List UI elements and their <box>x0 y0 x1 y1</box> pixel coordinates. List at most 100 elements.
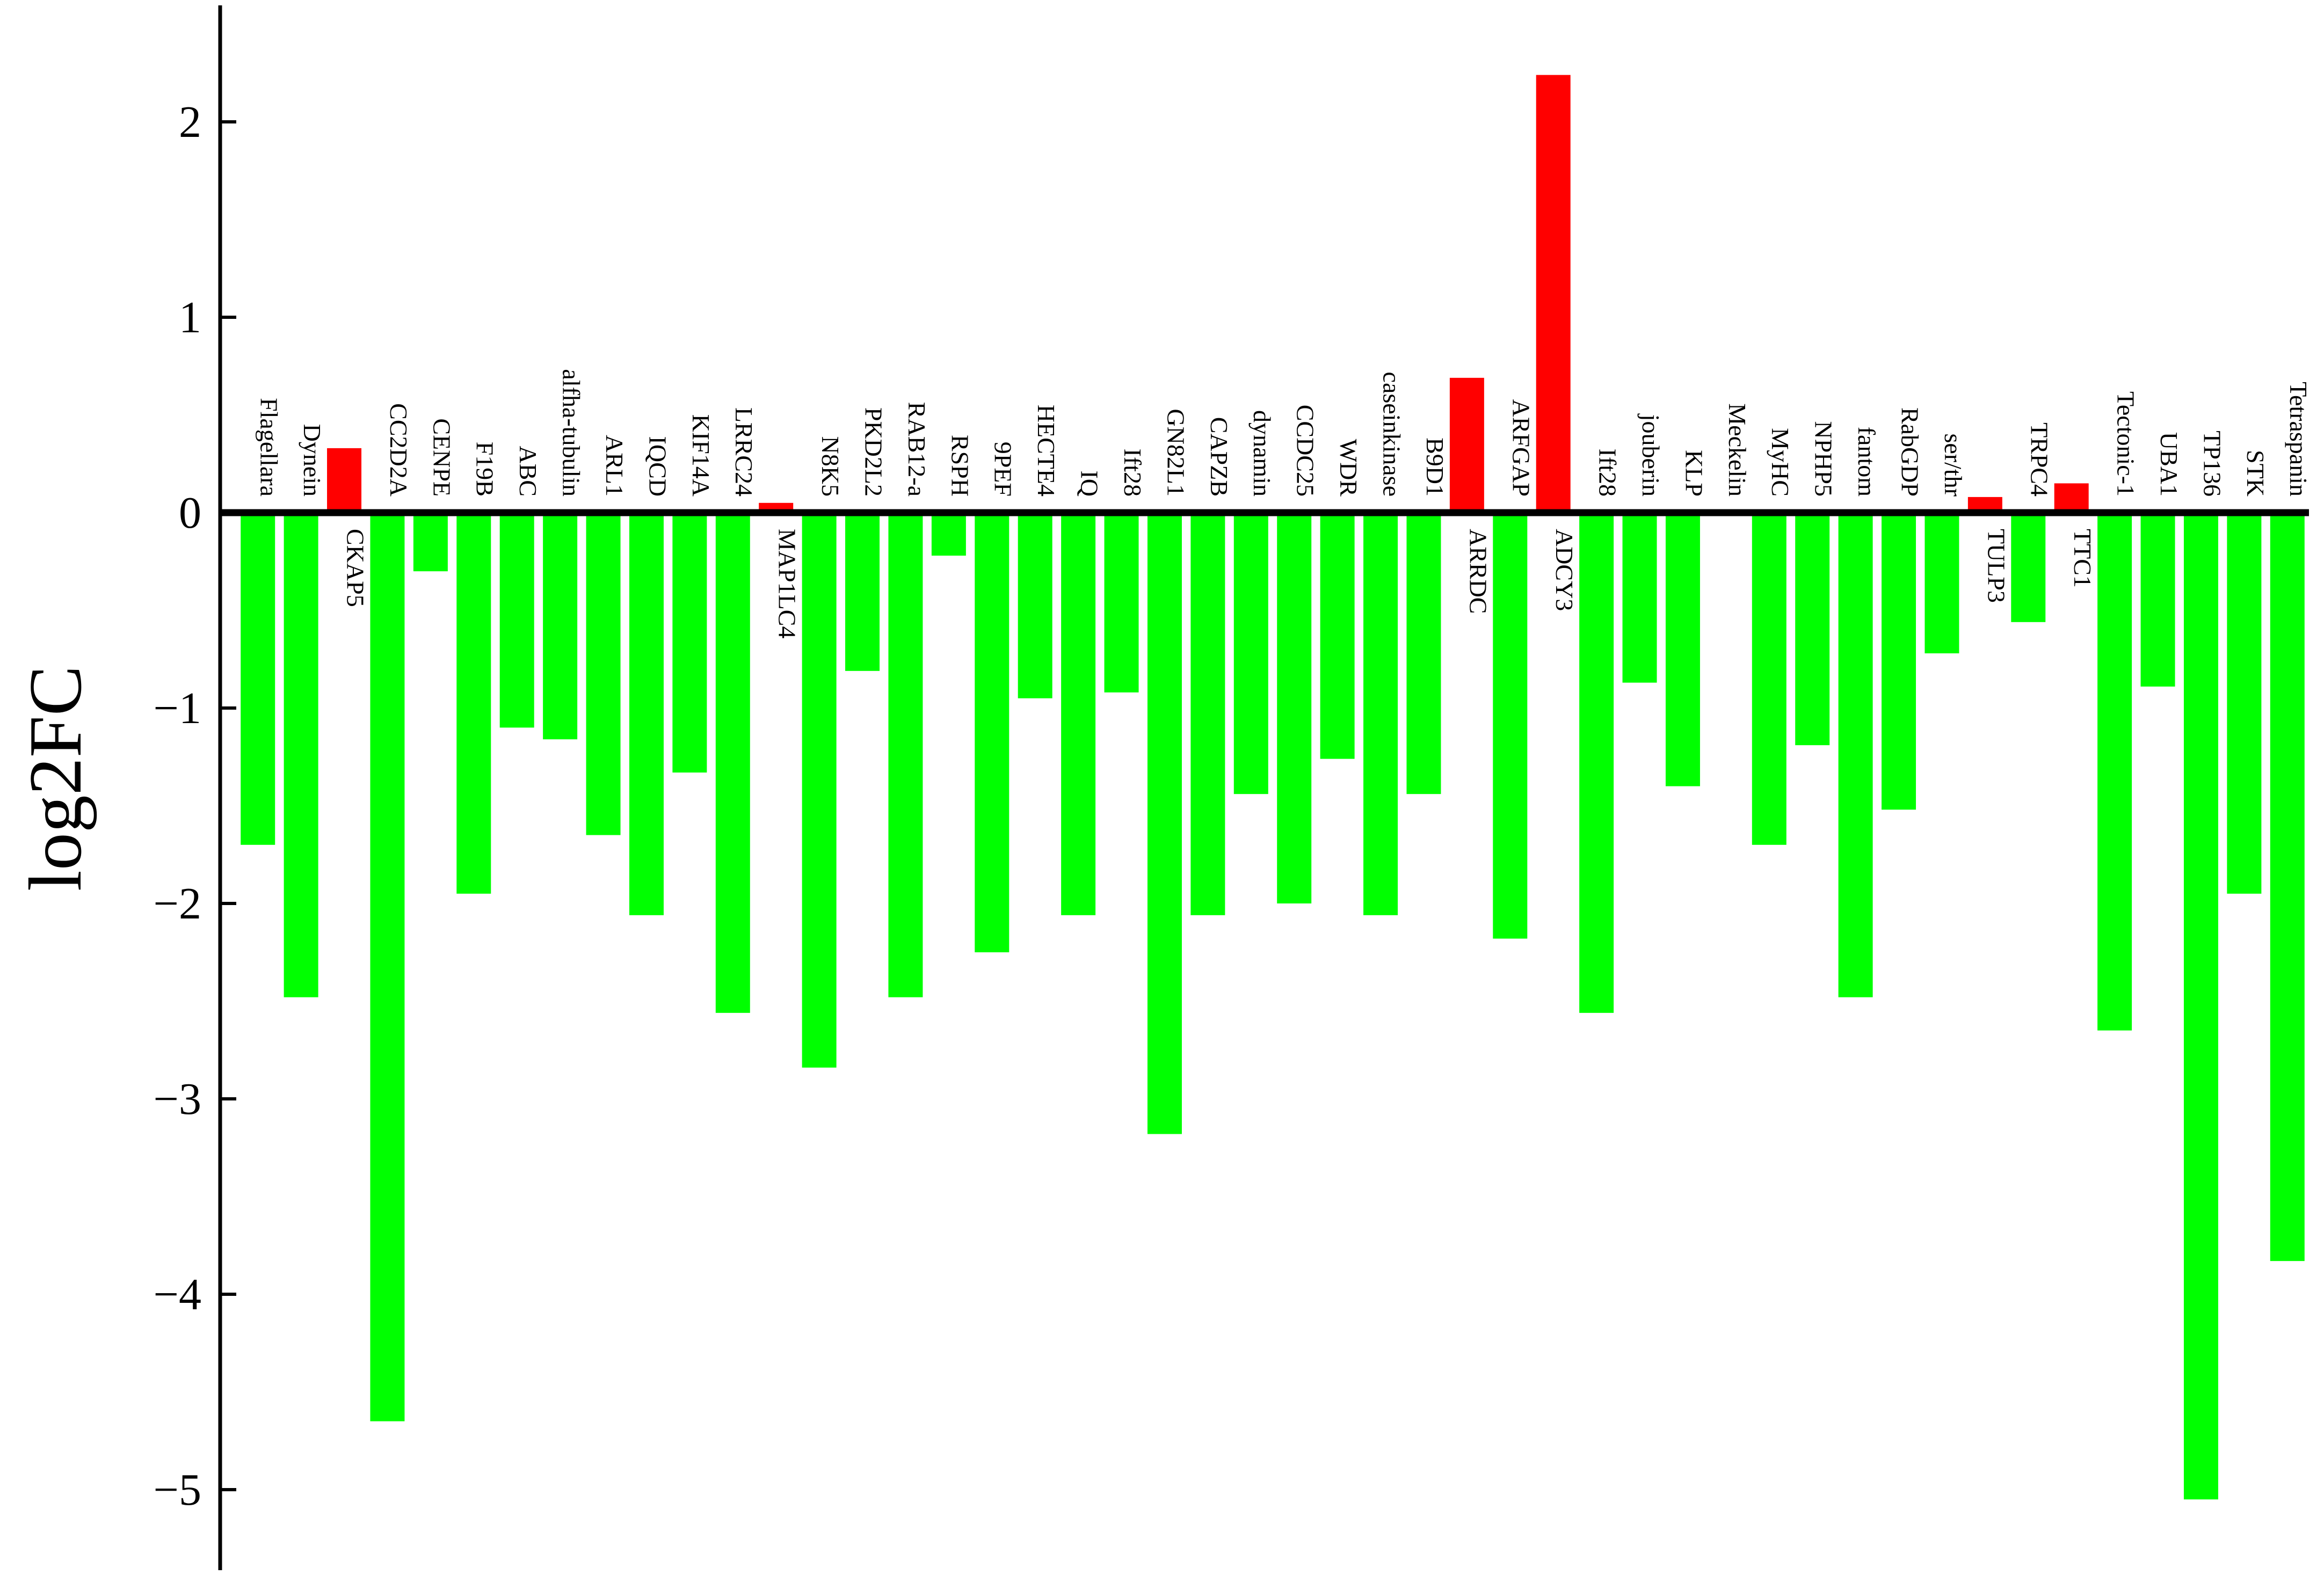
bar <box>241 513 275 845</box>
category-label: ADCY3 <box>1551 529 1578 611</box>
category-label: Tectonic-1 <box>2112 391 2140 497</box>
category-label: Flagellara <box>256 398 283 497</box>
category-label: Tetraspanin <box>2285 382 2312 497</box>
category-label: UBA1 <box>2155 432 2183 497</box>
category-label: RabGDP <box>1896 407 1923 497</box>
y-ticks: 2 1 0 −1 −2 −3 −4 −5 <box>154 97 236 1515</box>
bar <box>1277 513 1312 903</box>
bar <box>672 513 707 773</box>
category-label: F19B <box>471 442 499 497</box>
bar <box>1233 513 1268 794</box>
category-label: Ift28 <box>1119 449 1146 497</box>
category-label: ARL1 <box>601 435 628 497</box>
y-tick-label: −2 <box>154 879 201 929</box>
category-label: IQ <box>1076 470 1103 497</box>
category-labels: Flagellara Dynein CKAP5 CC2D2A CENPE F19B ABC a… <box>256 369 2313 638</box>
category-label: IQCD <box>644 436 671 497</box>
bar <box>802 513 837 1068</box>
bar <box>413 513 448 572</box>
bar <box>1018 513 1052 698</box>
y-tick-label: −3 <box>154 1074 201 1124</box>
category-label: CC2D2A <box>385 403 412 497</box>
bar <box>327 448 362 513</box>
bar <box>1924 513 1959 654</box>
bar <box>1320 513 1355 759</box>
bar <box>1795 513 1830 746</box>
bar <box>456 513 491 894</box>
category-label: Ift28 <box>1594 449 1622 497</box>
category-label: RAB12-a <box>903 402 931 497</box>
bar <box>1449 377 1484 513</box>
y-tick-label: −1 <box>154 683 201 733</box>
bar <box>845 513 880 671</box>
y-tick-label: 1 <box>179 293 201 342</box>
category-label: alfha-tubulin <box>558 369 585 497</box>
category-label: RSPH <box>946 435 974 497</box>
category-label: fantom <box>1853 427 1880 497</box>
bar <box>1838 513 1873 997</box>
category-label: TTC1 <box>2069 529 2096 588</box>
category-label: CCDC25 <box>1292 405 1319 497</box>
bar <box>2140 513 2175 687</box>
bar <box>888 513 923 997</box>
category-label: NPHP5 <box>1810 421 1838 497</box>
bar <box>499 513 534 728</box>
bar <box>1104 513 1139 692</box>
category-label: caseinkinase <box>1378 372 1405 497</box>
y-tick-label: −4 <box>154 1270 201 1319</box>
bar <box>2054 483 2089 513</box>
category-label: TP136 <box>2198 431 2226 497</box>
category-label: PKD2L2 <box>860 407 887 497</box>
bar <box>1665 513 1700 786</box>
bar <box>1752 513 1786 845</box>
category-label: WDR <box>1335 439 1362 497</box>
bar <box>2097 513 2132 1031</box>
bar <box>1147 513 1182 1134</box>
bar <box>931 513 966 556</box>
category-label: TRPC4 <box>2026 422 2053 497</box>
bar <box>1493 513 1528 939</box>
category-label: KLP <box>1680 450 1708 497</box>
category-label: B9D1 <box>1421 438 1449 497</box>
category-label: CENPE <box>428 418 455 497</box>
bar <box>2011 513 2046 622</box>
category-label: ser/thr <box>1940 433 1967 497</box>
category-label: HECTE4 <box>1033 405 1060 497</box>
bar <box>370 513 405 1421</box>
bar <box>284 513 318 997</box>
category-label: ARRDC <box>1464 529 1492 614</box>
bar <box>629 513 664 915</box>
category-label: ABC <box>514 446 542 497</box>
bar <box>2227 513 2262 894</box>
category-label: ARFGAP <box>1508 399 1535 497</box>
bar <box>1406 513 1441 794</box>
bar <box>2183 513 2218 1500</box>
category-label: CKAP5 <box>342 529 369 607</box>
y-tick-label: 2 <box>179 97 201 147</box>
y-axis-title: log2FC <box>14 666 97 891</box>
bars <box>241 75 2305 1500</box>
category-label: KIF14A <box>687 414 715 497</box>
category-label: GN82L1 <box>1162 409 1189 497</box>
bar <box>1190 513 1225 915</box>
category-label: STK <box>2242 450 2269 497</box>
y-tick-label: 0 <box>179 488 201 538</box>
bar <box>975 513 1010 952</box>
category-label: Meckelin <box>1724 403 1751 497</box>
bar <box>1622 513 1657 683</box>
category-label: CAPZB <box>1205 417 1233 497</box>
category-label: N8K5 <box>817 436 844 497</box>
bar <box>2270 513 2305 1262</box>
bar <box>1536 75 1571 513</box>
bar <box>1579 513 1614 1013</box>
category-label: MyHC <box>1767 428 1794 497</box>
y-tick-label: −5 <box>154 1465 201 1515</box>
bar <box>715 513 750 1013</box>
category-label: jouberin <box>1637 413 1665 497</box>
category-label: dynamin <box>1248 410 1276 497</box>
category-label: LRRC24 <box>730 407 758 497</box>
bar <box>586 513 621 835</box>
bar <box>1882 513 1916 810</box>
category-label: MAP1LC4 <box>774 529 801 638</box>
